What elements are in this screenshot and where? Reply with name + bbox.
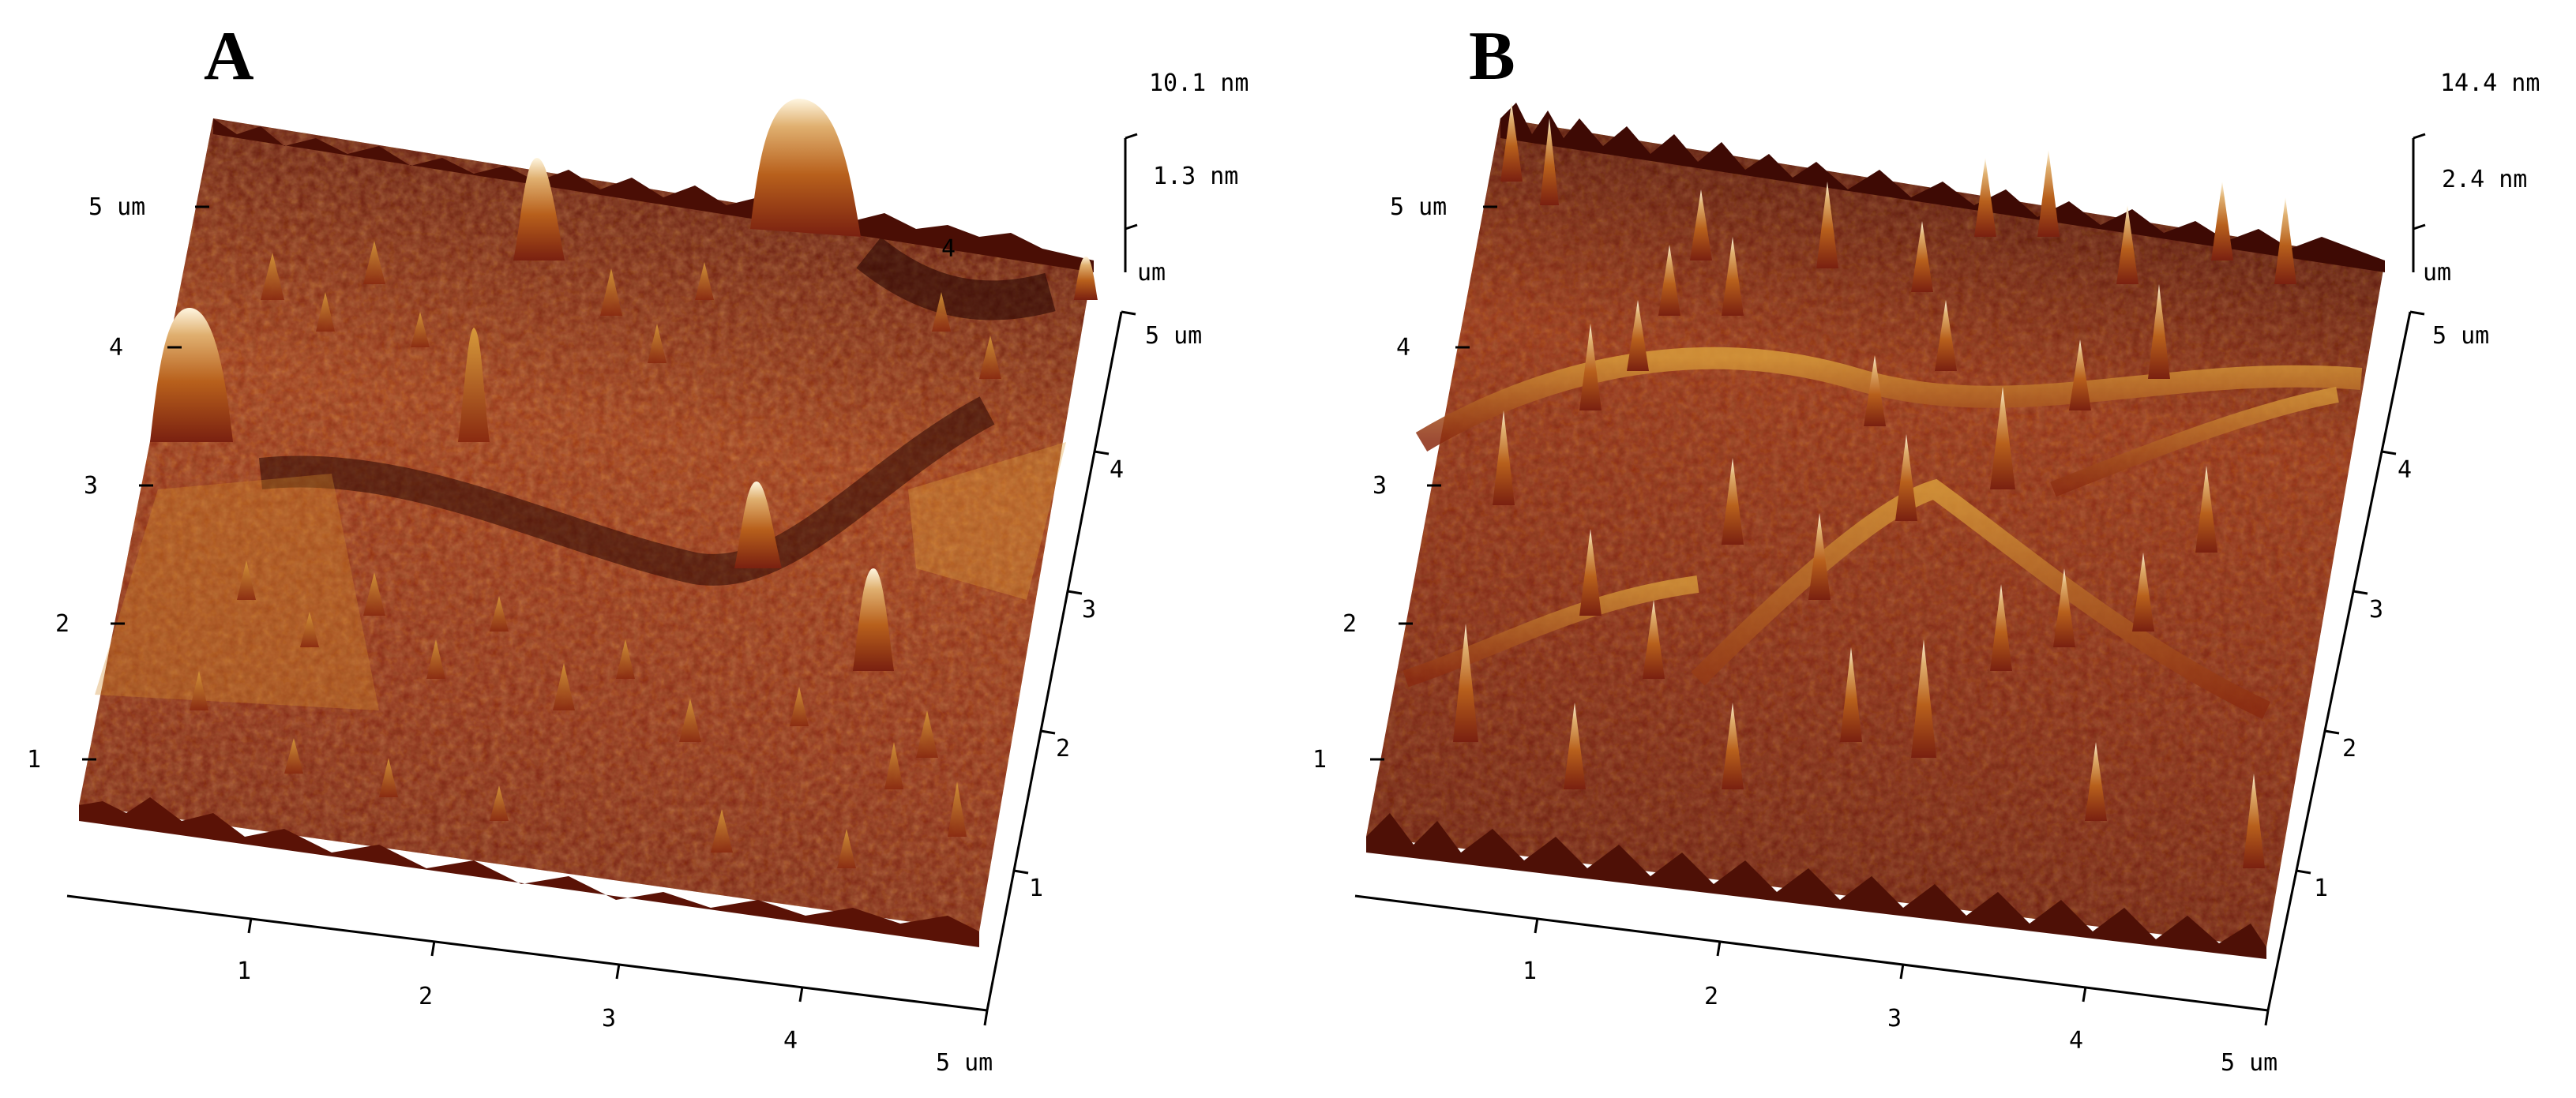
z-tick-label: 2.4 nm [2442,166,2527,193]
y-tick-label: 2 [55,610,69,638]
r-tick-label: 5 um [2432,322,2489,350]
x-tick-label: 5 um [2221,1049,2277,1077]
y-tick-label: 2 [1342,610,1357,638]
r-tick-label: 3 [1082,596,1096,624]
afm-surface-b [1366,103,2385,959]
x-tick-label: 5 um [936,1049,993,1077]
x-tick-label: 4 [783,1027,798,1055]
panel-b: B [1312,18,2540,1077]
afm-surface-a [79,99,1098,947]
y-tick-label: 4 [109,334,123,362]
x-tick-label: 3 [602,1005,616,1032]
x-tick-label: 3 [1887,1005,1902,1032]
r-tick-label: 4 [1110,456,1124,484]
y-tick-label: 3 [84,472,98,500]
y-tick-label: 3 [1372,472,1387,500]
z-tick-label: 1.3 nm [1153,163,1238,190]
y-tick-label: 5 um [1390,193,1447,221]
z-unit-label: um [2423,259,2451,287]
z-max-label: 10.1 nm [1149,69,1249,97]
r-tick-label: 2 [1056,735,1070,763]
x-tick-label: 1 [1523,957,1537,985]
panel-a: A [27,18,1249,1077]
x-tick-label: 2 [1704,983,1718,1010]
x-tick-label: 2 [419,983,433,1010]
y-tick-label: 5 um [88,193,145,221]
y-tick-label: 4 [1396,334,1410,362]
y-tick-label: 1 [1312,746,1327,774]
r-tick-label: 4 [2398,456,2412,484]
r-tick-label: 1 [2314,875,2328,902]
z-unit-label: um [1137,259,1166,287]
panel-label: A [204,18,254,95]
r-tick-label: 1 [1029,875,1043,902]
y-tick-label: 1 [27,746,41,774]
axes-a [66,133,1138,1026]
axes-b [1354,133,2426,1026]
x-tick-label: 4 [2069,1027,2083,1055]
r-tick-label: 3 [2369,596,2383,624]
r-tick-label: 5 um [1145,322,1202,350]
z-max-label: 14.4 nm [2440,69,2540,97]
r-tick-label: 2 [2342,735,2356,763]
inner-axis-label: 4 [941,235,956,263]
panel-label: B [1469,18,1515,95]
x-tick-label: 1 [237,957,251,985]
